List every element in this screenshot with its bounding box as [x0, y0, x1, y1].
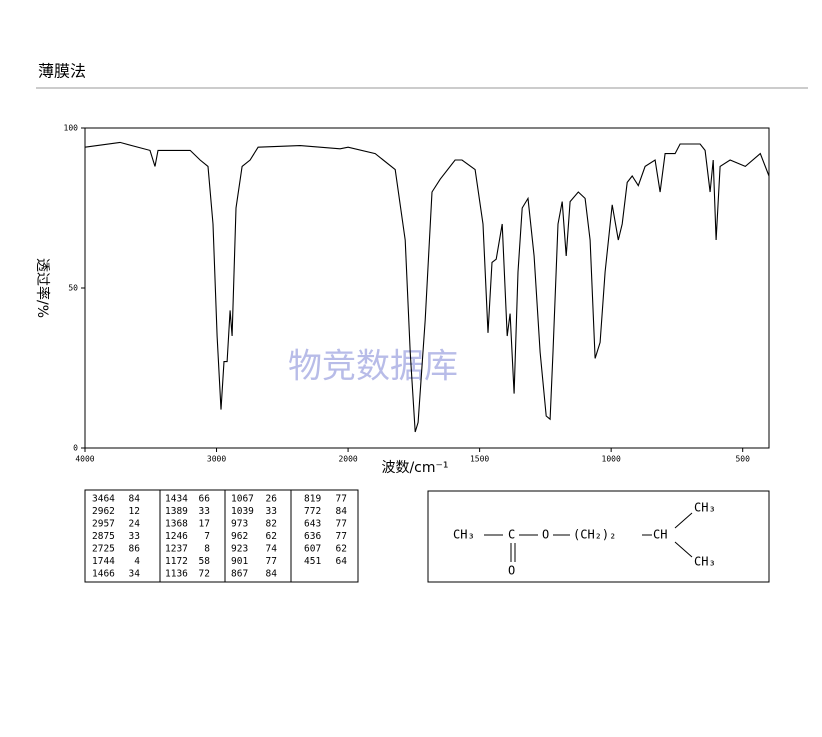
peak-transmittance: 33: [199, 506, 210, 517]
x-tick-label: 1500: [470, 455, 489, 464]
peak-table-frame: [84, 489, 359, 583]
peak-transmittance: 24: [129, 519, 141, 530]
peak-wavenumber: 2962: [92, 506, 115, 517]
peak-transmittance: 62: [336, 544, 347, 555]
peak-transmittance: 33: [266, 506, 277, 517]
peak-wavenumber: 636: [304, 531, 321, 542]
peak-wavenumber: 1434: [165, 494, 188, 505]
peak-transmittance: 74: [266, 544, 278, 555]
peak-transmittance: 62: [266, 531, 277, 542]
structure-label: O: [508, 564, 515, 578]
peak-wavenumber: 451: [304, 556, 321, 567]
x-tick-label: 4000: [75, 455, 94, 464]
peak-transmittance: 26: [266, 494, 278, 505]
peak-wavenumber: 962: [231, 531, 248, 542]
peak-transmittance: 8: [204, 544, 210, 555]
structure-label: CH₃: [453, 528, 475, 542]
peak-wavenumber: 1237: [165, 544, 188, 555]
x-axis-label: 波数/cm⁻¹: [381, 460, 448, 476]
peak-wavenumber: 1744: [92, 556, 115, 567]
peak-wavenumber: 2725: [92, 544, 115, 555]
peak-transmittance: 77: [266, 556, 277, 567]
peak-transmittance: 84: [266, 569, 278, 580]
peak-transmittance: 64: [336, 556, 348, 567]
structure-label: C: [508, 528, 515, 542]
x-tick-label: 500: [735, 455, 750, 464]
peak-wavenumber: 973: [231, 519, 248, 530]
peak-transmittance: 77: [336, 519, 347, 530]
peak-wavenumber: 772: [304, 506, 321, 517]
peak-transmittance: 34: [129, 569, 141, 580]
peak-wavenumber: 1136: [165, 569, 188, 580]
peak-transmittance: 7: [204, 531, 210, 542]
peak-wavenumber: 1466: [92, 569, 115, 580]
peak-transmittance: 12: [129, 506, 140, 517]
peak-wavenumber: 2875: [92, 531, 115, 542]
peak-transmittance: 66: [199, 494, 211, 505]
structure-frame: [427, 490, 770, 583]
x-tick-label: 1000: [602, 455, 621, 464]
spectrum-line: [84, 141, 770, 433]
peak-wavenumber: 1246: [165, 531, 188, 542]
peak-transmittance: 77: [336, 494, 347, 505]
peak-wavenumber: 2957: [92, 519, 115, 530]
structure-label: CH₃: [694, 555, 716, 569]
x-tick-label: 3000: [207, 455, 226, 464]
peak-wavenumber: 1039: [231, 506, 254, 517]
peak-wavenumber: 901: [231, 556, 248, 567]
peak-wavenumber: 3464: [92, 494, 115, 505]
peak-wavenumber: 1067: [231, 494, 254, 505]
peak-transmittance: 86: [129, 544, 141, 555]
peak-transmittance: 72: [199, 569, 210, 580]
peak-wavenumber: 1368: [165, 519, 188, 530]
peak-transmittance: 33: [129, 531, 140, 542]
page-title: 薄膜法: [38, 62, 86, 81]
structure-label: O: [542, 528, 549, 542]
structure-label: CH: [653, 528, 667, 542]
peak-wavenumber: 819: [304, 494, 321, 505]
peak-wavenumber: 1389: [165, 506, 188, 517]
peak-transmittance: 58: [199, 556, 211, 567]
peak-wavenumber: 923: [231, 544, 248, 555]
peak-transmittance: 17: [199, 519, 210, 530]
peak-wavenumber: 607: [304, 544, 321, 555]
peak-wavenumber: 643: [304, 519, 321, 530]
peak-transmittance: 77: [336, 531, 347, 542]
x-tick-label: 2000: [338, 455, 357, 464]
y-tick-label: 50: [68, 284, 78, 293]
peak-wavenumber: 867: [231, 569, 248, 580]
peak-transmittance: 84: [129, 494, 141, 505]
peak-transmittance: 82: [266, 519, 277, 530]
y-tick-label: 100: [64, 124, 79, 133]
peak-wavenumber: 1172: [165, 556, 188, 567]
structure-label: CH₃: [694, 501, 716, 515]
structure-bonds: [484, 512, 693, 562]
peak-transmittance: 84: [336, 506, 348, 517]
y-tick-label: 0: [73, 444, 78, 453]
structure-label: (CH₂)₂: [573, 528, 616, 542]
peak-transmittance: 4: [134, 556, 140, 567]
y-axis-label: 透过率/%: [34, 258, 51, 318]
watermark: 物竞数据库: [288, 347, 458, 387]
